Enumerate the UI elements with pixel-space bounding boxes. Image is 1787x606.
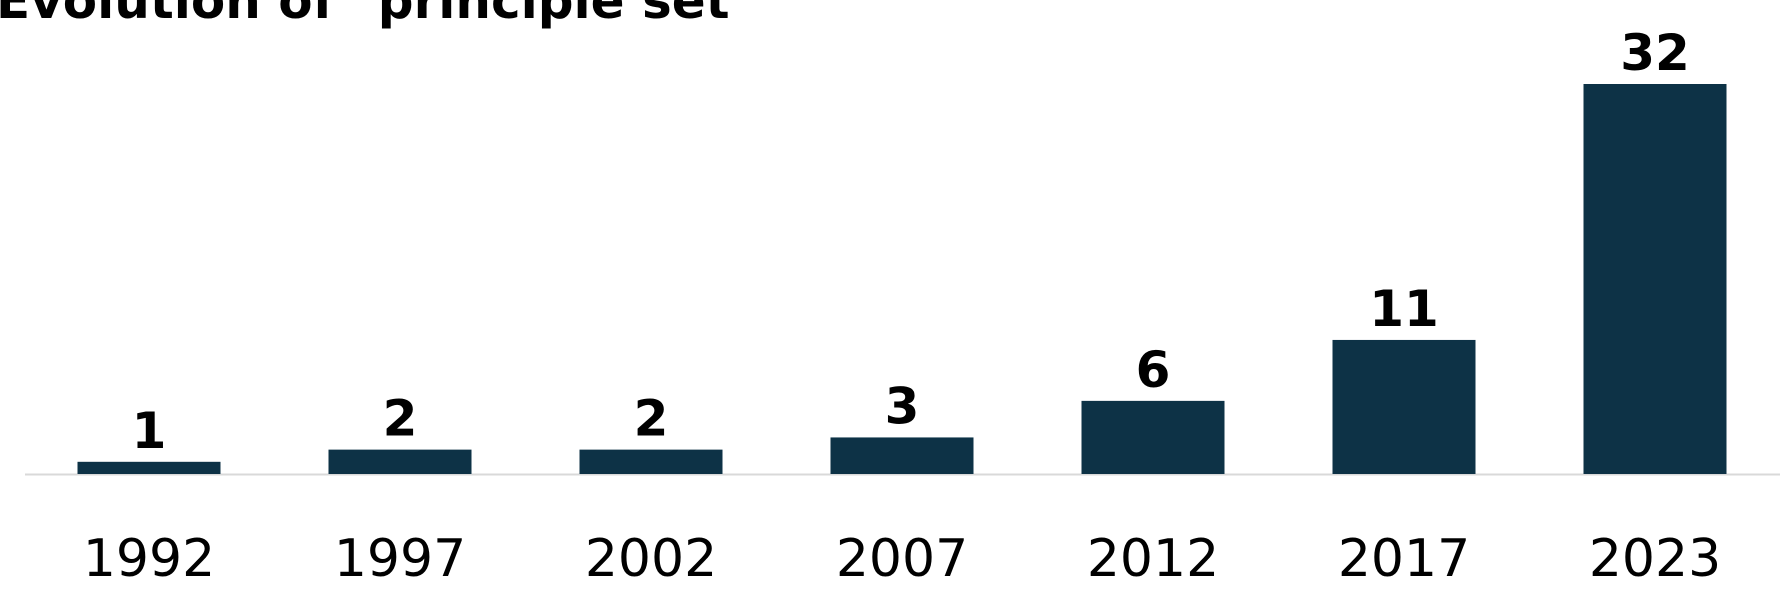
bar: [579, 449, 723, 474]
bar: [77, 461, 221, 474]
value-label: 6: [1136, 341, 1171, 399]
chart-title: Evolution of "principle set": [0, 0, 756, 30]
x-tick-label: 2023: [1589, 529, 1721, 589]
bar: [1583, 84, 1727, 474]
value-label: 2: [383, 390, 418, 448]
x-tick-label: 1997: [334, 529, 466, 589]
x-tick-label: 2017: [1338, 529, 1470, 589]
x-tick-label: 2012: [1087, 529, 1219, 589]
x-tick-label: 2002: [585, 529, 717, 589]
bar: [328, 449, 472, 474]
value-label: 2: [634, 390, 669, 448]
bar: [1081, 400, 1225, 474]
value-label: 1: [132, 402, 167, 460]
x-tick-label: 1992: [83, 529, 215, 589]
value-label: 32: [1620, 24, 1690, 82]
value-label: 3: [885, 377, 920, 435]
value-label: 11: [1369, 280, 1439, 338]
bar: [1332, 339, 1476, 474]
bar: [830, 437, 974, 474]
x-tick-label: 2007: [836, 529, 968, 589]
